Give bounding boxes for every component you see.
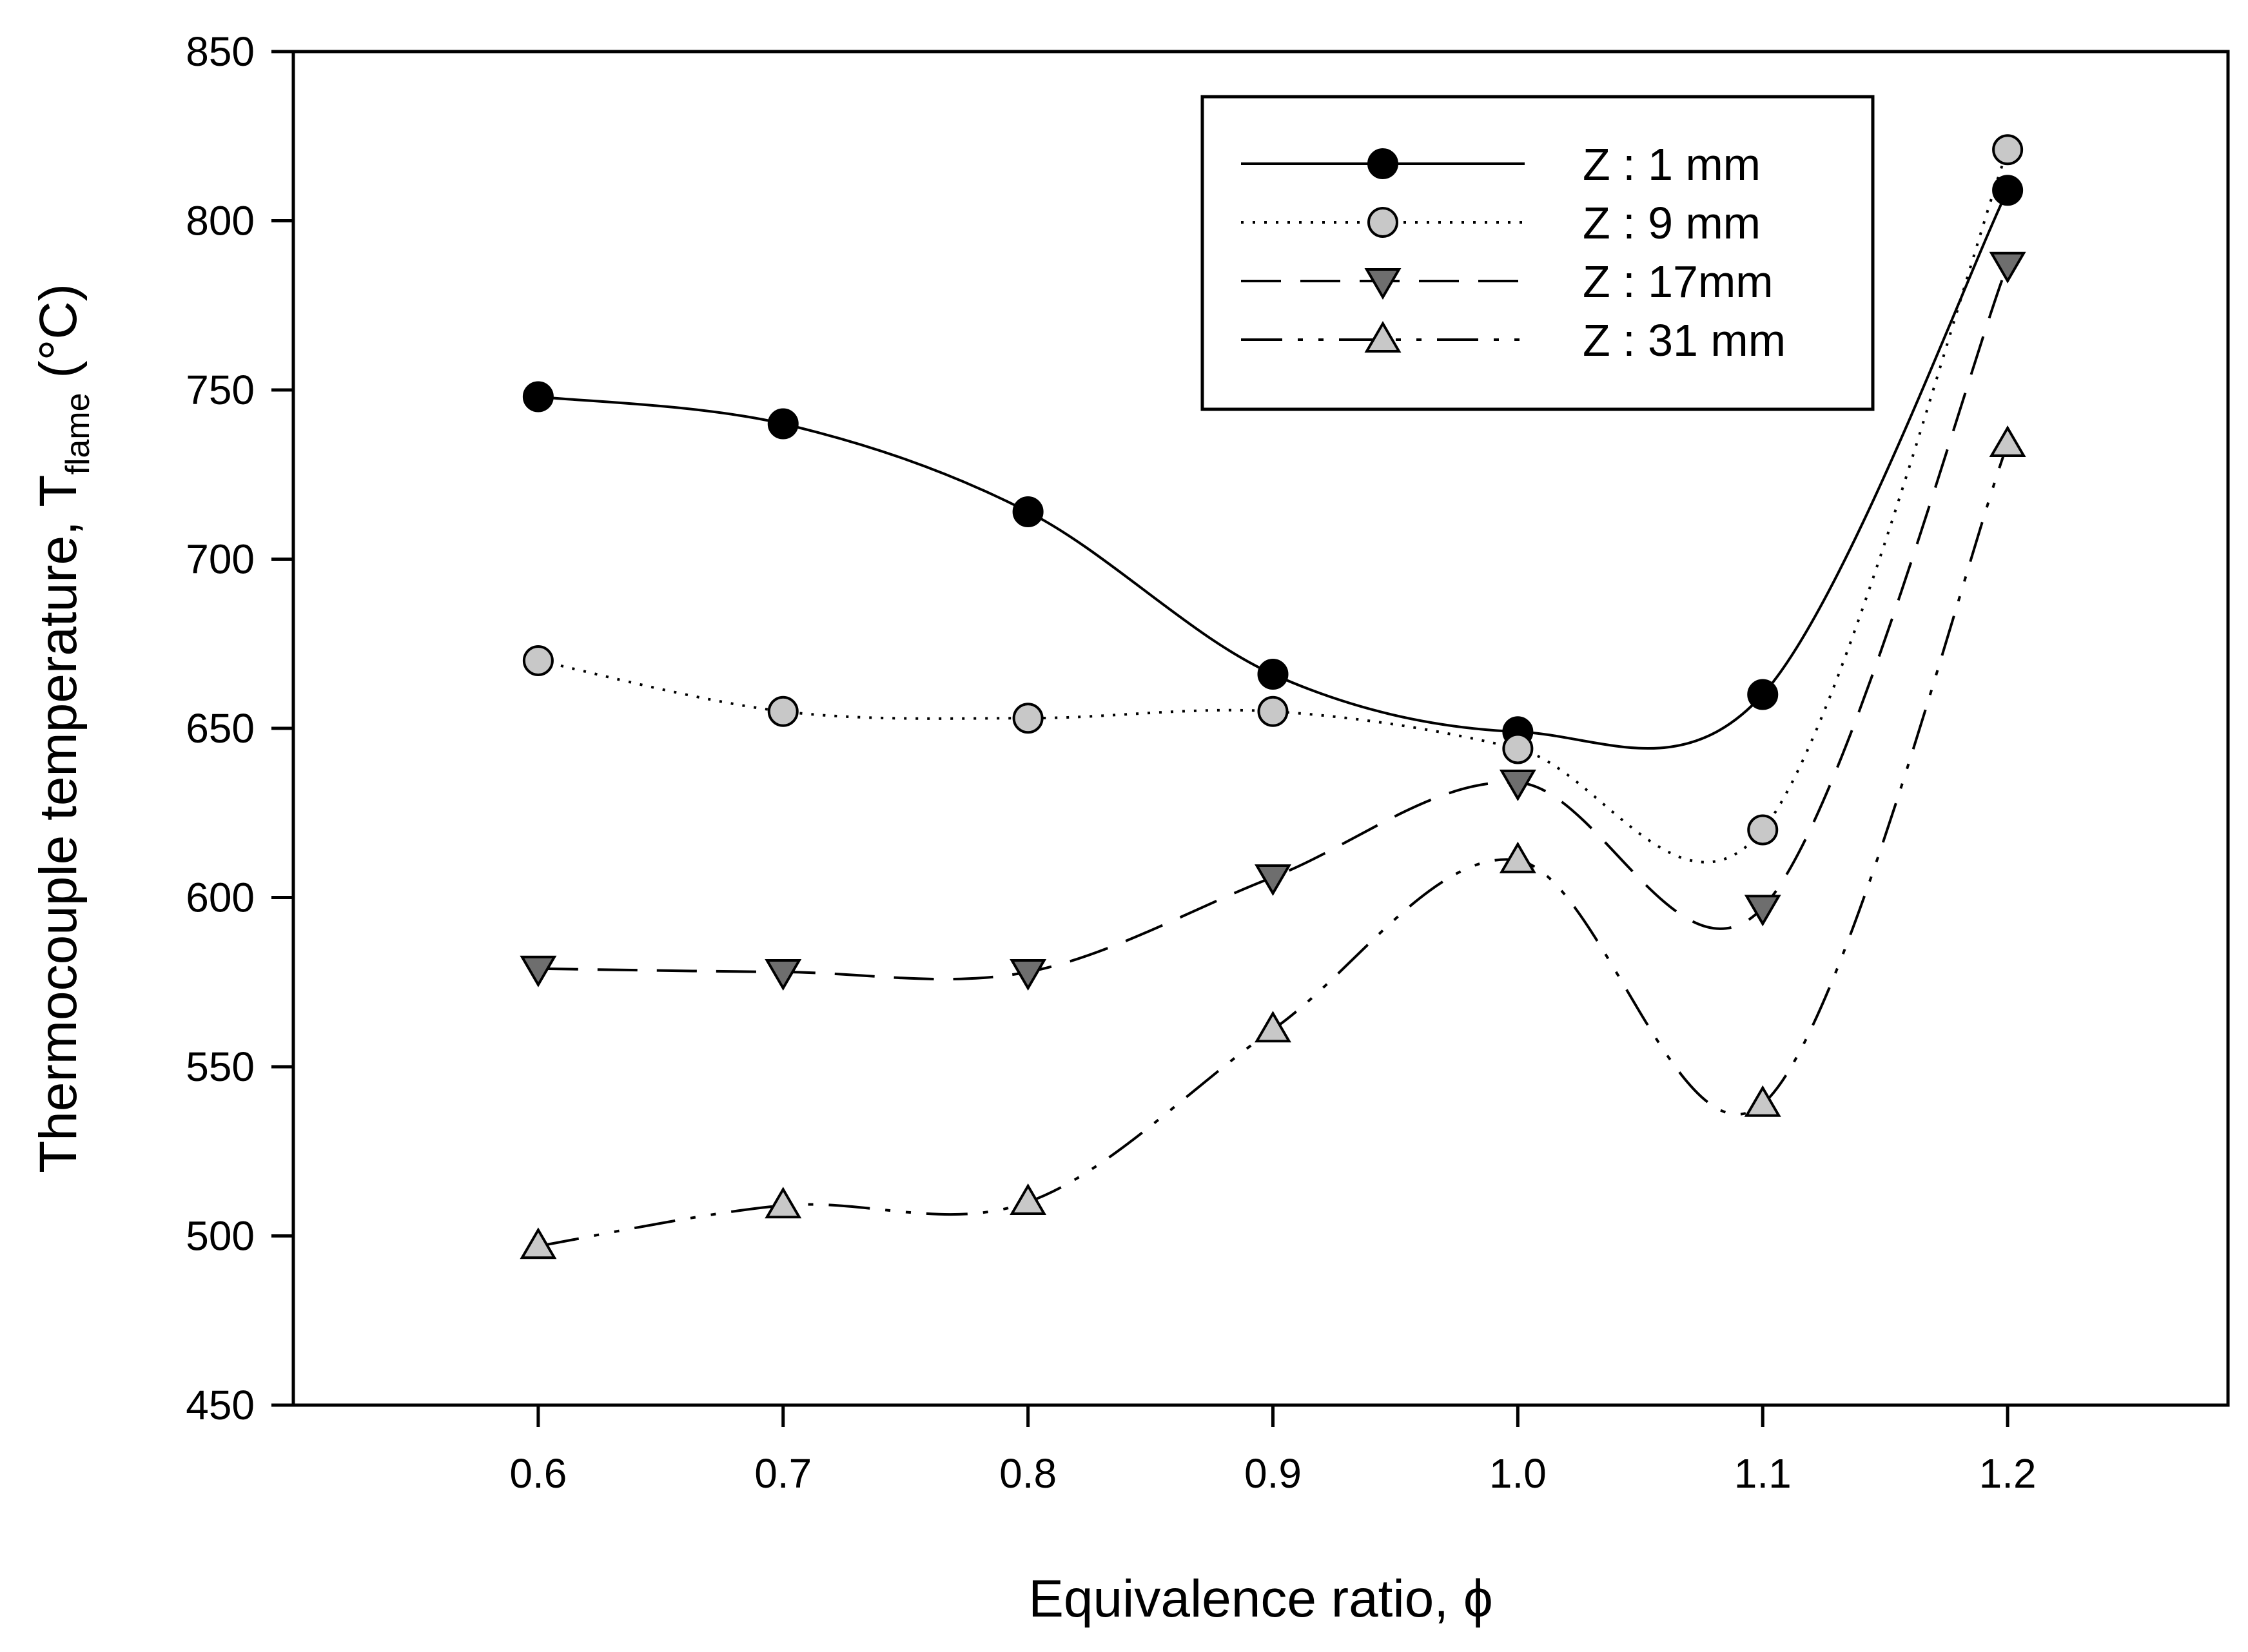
legend-entry: Z : 1 mm xyxy=(1241,139,1761,189)
y-axis-title-main: Thermocouple temperature, T xyxy=(29,475,88,1173)
legend-label: Z : 1 mm xyxy=(1583,139,1761,189)
series-line xyxy=(538,264,2009,981)
data-point xyxy=(1992,134,2024,166)
data-point xyxy=(1989,251,2026,284)
x-tick-label: 0.9 xyxy=(1244,1450,1302,1497)
y-tick-label: 700 xyxy=(186,536,255,583)
data-point xyxy=(765,959,802,991)
y-tick-label: 600 xyxy=(186,875,255,921)
data-point xyxy=(1747,814,1779,846)
data-point xyxy=(1257,659,1289,690)
series-1 xyxy=(522,175,2024,750)
y-tick-label: 500 xyxy=(186,1213,255,1259)
x-tick-label: 0.6 xyxy=(509,1450,567,1497)
data-point xyxy=(520,955,557,987)
x-tick-label: 0.7 xyxy=(754,1450,812,1497)
legend-marker xyxy=(1367,148,1398,179)
data-point xyxy=(1992,175,2024,206)
legend-label: Z : 9 mm xyxy=(1583,198,1761,248)
data-point xyxy=(1502,733,1534,764)
legend-marker xyxy=(1367,207,1398,238)
y-tick-label: 750 xyxy=(186,367,255,413)
data-point xyxy=(1744,895,1781,927)
data-point xyxy=(1989,425,2026,457)
y-axis-title: Thermocouple temperature, Tflame (°C) xyxy=(29,284,97,1173)
series-4 xyxy=(520,425,2026,1259)
legend-entry: Z : 9 mm xyxy=(1241,198,1761,248)
data-point xyxy=(767,695,799,727)
series-line xyxy=(538,189,2009,750)
legend: Z : 1 mm Z : 9 mm Z : 17mm Z : 31 mm xyxy=(1200,95,1875,411)
legend-marker xyxy=(1364,321,1402,353)
series-line xyxy=(538,443,2009,1248)
data-point xyxy=(1744,1085,1781,1117)
axes: 450 500 550 600 650 700 750 800 850 0.6 0.7 0.8 0.9 1… xyxy=(186,28,2230,1497)
data-point xyxy=(1255,864,1291,896)
data-point xyxy=(522,645,554,676)
x-tick-label: 1.2 xyxy=(1979,1450,2037,1497)
data-point xyxy=(765,1187,802,1219)
x-axis-title: Equivalence ratio, ϕ xyxy=(1028,1569,1493,1628)
x-tick-label: 1.0 xyxy=(1489,1450,1547,1497)
data-point xyxy=(1747,679,1779,710)
legend-entry: Z : 31 mm xyxy=(1241,315,1786,365)
y-axis-title-unit: (°C) xyxy=(29,284,88,393)
data-point xyxy=(1010,959,1047,991)
data-point xyxy=(1257,695,1289,727)
y-axis-title-subscript: flame xyxy=(59,393,97,475)
data-point xyxy=(522,381,554,413)
x-tick-label: 1.1 xyxy=(1734,1450,1792,1497)
x-tick-label: 0.8 xyxy=(999,1450,1057,1497)
legend-entry: Z : 17mm xyxy=(1241,257,1774,307)
y-tick-label: 800 xyxy=(186,198,255,244)
data-point xyxy=(1499,841,1536,873)
data-point xyxy=(1010,1183,1047,1215)
series-3 xyxy=(520,251,2026,991)
series-layer xyxy=(520,134,2026,1259)
data-point xyxy=(1012,703,1044,734)
data-point xyxy=(1012,496,1044,527)
series-2 xyxy=(522,134,2024,864)
y-tick-label: 850 xyxy=(186,28,255,75)
legend-label: Z : 31 mm xyxy=(1583,315,1786,365)
legend-label: Z : 17mm xyxy=(1583,257,1774,307)
data-point xyxy=(1255,1011,1291,1043)
y-tick-label: 450 xyxy=(186,1382,255,1428)
y-tick-label: 550 xyxy=(186,1044,255,1090)
data-point xyxy=(767,408,799,440)
y-tick-label: 650 xyxy=(186,705,255,752)
data-point xyxy=(1499,770,1536,801)
data-point xyxy=(520,1227,557,1259)
legend-box xyxy=(1200,95,1875,411)
legend-marker xyxy=(1364,268,1402,300)
